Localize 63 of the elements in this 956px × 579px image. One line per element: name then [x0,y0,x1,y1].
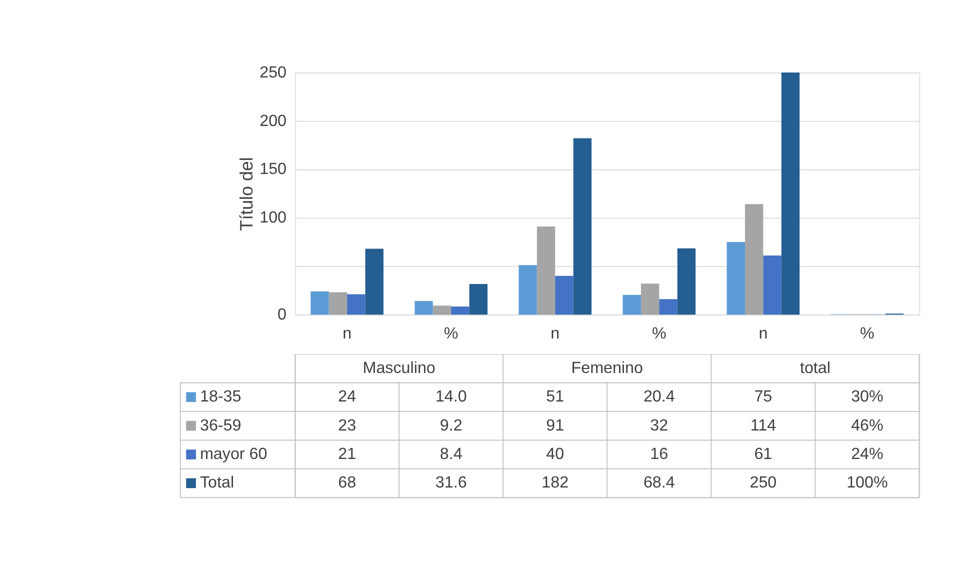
bar [573,138,592,315]
data-label: 24% [851,444,884,463]
legend-label: mayor 60 [200,444,268,463]
bar [432,306,452,315]
bar [469,284,488,315]
x-tick-label: % [860,324,874,342]
data-label: 9.2 [440,416,462,434]
data-label: 31.6 [435,474,467,492]
y-tick-label: 0 [278,306,287,324]
bar [640,284,660,315]
bar [451,306,470,315]
text: total [800,358,830,377]
bar [365,248,384,315]
data-label: 8.4 [440,444,462,463]
y-tick-label: 150 [260,160,287,178]
bar [536,226,556,315]
bar [763,256,782,315]
bar [518,265,537,315]
text: Femenino [571,358,644,377]
x-tick-label: n [342,324,352,342]
data-label: 51 [546,388,564,406]
data-label: 250 [750,474,777,492]
data-label: 24 [338,388,356,406]
text: Masculino [362,358,436,377]
y-tick-label: 200 [260,112,287,130]
data-label: 61 [754,444,772,463]
bar [347,294,366,315]
x-tick-label: n [758,324,768,342]
bar [726,242,745,315]
data-label: 100% [846,474,888,492]
data-label: 75 [754,388,772,406]
x-tick-label: n [550,324,560,342]
y-tick-label: 100 [260,208,287,227]
bar [781,72,800,315]
data-label: 40 [546,444,564,463]
data-label: 21 [338,444,356,463]
x-tick-label: % [652,324,666,342]
data-label: 114 [750,416,776,434]
data-label: 68 [338,474,356,492]
data-label: 68.4 [643,474,675,492]
y-tick-label: 250 [260,63,287,82]
data-label: 23 [338,416,356,434]
bar [677,248,696,315]
data-label: 20.4 [643,388,675,406]
data-label: 91 [546,416,564,434]
bar [659,299,678,315]
x-tick-label: % [444,324,458,342]
legend-label: Total [200,474,234,492]
bar [310,291,329,315]
bar [555,276,574,315]
bar [622,294,641,315]
y-axis-title: Título del [236,157,256,231]
data-label: 16 [650,444,668,463]
data-label: 30% [851,388,884,406]
bar [328,292,348,315]
data-label: 182 [542,474,569,492]
data-label: 32 [650,416,668,434]
legend-label: 36-59 [200,416,242,434]
data-label: 14.0 [435,388,467,406]
data-label: 46% [851,416,884,434]
legend-label: 18-35 [200,388,242,406]
bar [414,301,433,315]
bar [744,204,764,315]
